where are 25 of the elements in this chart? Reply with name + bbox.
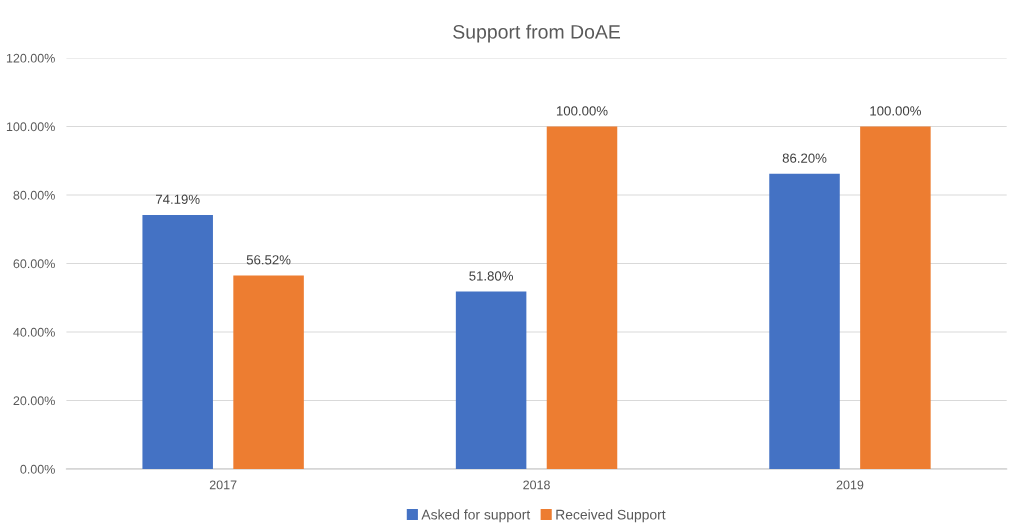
- y-tick-label: 0.00%: [20, 464, 55, 474]
- y-tick-label: 20.00%: [13, 396, 55, 406]
- y-tick-label: 100.00%: [6, 122, 55, 132]
- data-label: 100.00%: [556, 106, 608, 116]
- bar: [546, 126, 618, 470]
- bar: [769, 173, 840, 470]
- data-label: 51.80%: [469, 271, 514, 281]
- bar: [142, 214, 213, 470]
- data-label: 86.20%: [782, 153, 827, 163]
- y-tick-label: 40.00%: [13, 327, 55, 337]
- data-label: 74.19%: [155, 194, 200, 204]
- y-tick-label: 120.00%: [6, 53, 55, 63]
- bar: [233, 275, 304, 470]
- y-tick-label: 60.00%: [13, 259, 55, 269]
- y-tick-label: 80.00%: [13, 190, 55, 200]
- data-label: 56.52%: [246, 255, 291, 265]
- x-tick-label: 2019: [836, 480, 864, 490]
- x-tick-label: 2017: [209, 480, 237, 490]
- legend-label: Asked for support: [421, 509, 531, 523]
- x-tick-label: 2018: [523, 480, 550, 490]
- legend-label: Received Support: [556, 509, 666, 523]
- chart-title: Support from DoAE: [453, 24, 621, 43]
- data-label: 100.00%: [870, 106, 921, 116]
- bar: [455, 291, 527, 470]
- bar: [860, 126, 931, 470]
